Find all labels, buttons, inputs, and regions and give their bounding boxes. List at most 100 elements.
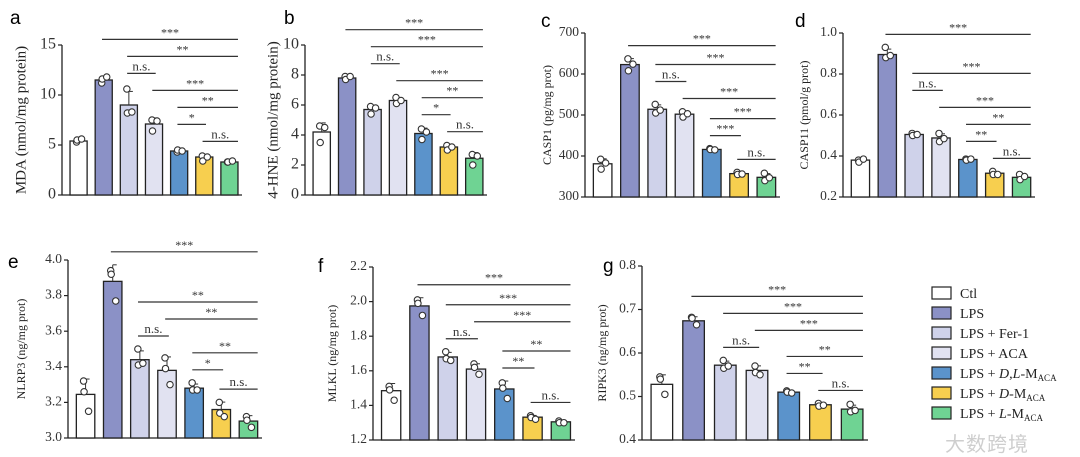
data-point [346,72,354,81]
significance-label: n.s. [1003,143,1021,158]
data-point [656,106,664,114]
legend-text: LPS + [960,387,999,402]
data-point [629,60,637,68]
y-tick-label: 4.0 [45,251,62,266]
data-point [760,169,769,177]
significance-label: ** [992,110,1004,124]
significance-label: n.s. [832,375,850,390]
y-tick-label: 5 [48,136,56,153]
data-point [993,170,1002,179]
y-axis-label: MDA (nmol/mg protein) [13,46,29,194]
bar-3 [674,113,695,198]
data-point [692,320,701,329]
y-tick-label: 15 [40,36,56,53]
significance-label: *** [716,122,734,136]
significance-label: *** [431,67,449,81]
legend-label: LPS + D,L-MACA [960,367,1057,383]
data-point [128,108,136,116]
data-point [624,66,633,75]
panel-letter: b [284,8,295,29]
bar-3 [157,369,177,439]
data-point [446,356,455,365]
legend-subscript: ACA [1026,393,1046,403]
significance-label: *** [175,238,193,252]
data-point [418,311,427,320]
data-point [751,362,759,370]
data-point [385,386,394,394]
data-point [371,104,380,112]
legend-label: LPS + D-MACA [960,387,1046,403]
data-point [560,418,568,427]
data-point [397,96,405,105]
data-point [243,416,251,424]
data-point [719,356,728,365]
bar-2 [119,104,139,196]
data-point [597,165,605,173]
legend-text: LPS + ACA [960,347,1029,362]
legend-label: LPS [960,307,984,322]
data-point [139,359,147,367]
legend-text: LPS + Fer-1 [960,327,1029,342]
data-point [123,85,131,93]
significance-label: ** [975,127,987,141]
data-point [819,401,828,409]
significance-label: *** [418,33,436,47]
significance-label: n.s. [376,49,394,64]
bar-4 [184,387,205,439]
data-point [475,370,483,379]
y-axis-label: 4-HNE (nmol/mg protein) [265,41,281,198]
legend-label: LPS + Fer-1 [960,327,1029,342]
significance-label: n.s. [144,321,162,336]
data-point [448,143,456,151]
data-point [787,389,796,397]
significance-label: *** [513,308,531,322]
bar-0 [850,159,871,198]
y-tick-label: 4 [291,126,299,143]
significance-label: *** [800,316,818,330]
data-point [316,138,324,147]
significance-label: *** [734,105,752,119]
significance-label: *** [768,282,786,296]
legend-text: -M [1020,367,1038,382]
y-tick-label: 0.5 [619,388,636,403]
bar-2 [129,359,150,439]
y-tick-label: 500 [559,106,580,121]
data-point [738,170,746,178]
data-point [886,51,895,60]
legend-text: -M [1007,407,1025,422]
significance-label: *** [186,76,204,90]
significance-label: *** [963,59,981,73]
significance-label: ** [512,354,524,368]
bar-3 [745,369,769,441]
data-point [414,299,422,308]
legend-text: -M [1009,387,1027,402]
y-tick-label: 1.0 [820,24,837,39]
data-point [661,390,669,399]
y-tick-label: 10 [40,86,56,103]
data-point [596,155,605,164]
legend-swatch [931,406,952,420]
significance-label: n.s. [132,58,150,73]
y-tick-label: 3.8 [45,287,62,302]
data-point [77,135,86,143]
data-point [688,314,696,322]
data-point [624,55,632,63]
data-point [859,155,868,163]
y-tick-label: 2.2 [350,258,367,273]
significance-label: n.s. [747,144,765,159]
panel-letter: c [541,11,551,32]
legend-text: LPS [960,307,984,322]
data-point [846,400,854,409]
y-axis-label: CASP1 (pg/mg prot) [540,65,554,165]
data-point [881,43,890,52]
bar-1 [337,77,357,196]
significance-label: ** [530,337,542,351]
significance-label: *** [405,16,423,30]
bar-3 [931,137,951,198]
y-tick-label: 3.2 [45,393,62,408]
significance-label: * [205,356,211,370]
legend-text: LPS + [960,407,999,422]
y-tick-label: 0.4 [820,147,837,162]
significance-label: n.s. [919,75,937,90]
